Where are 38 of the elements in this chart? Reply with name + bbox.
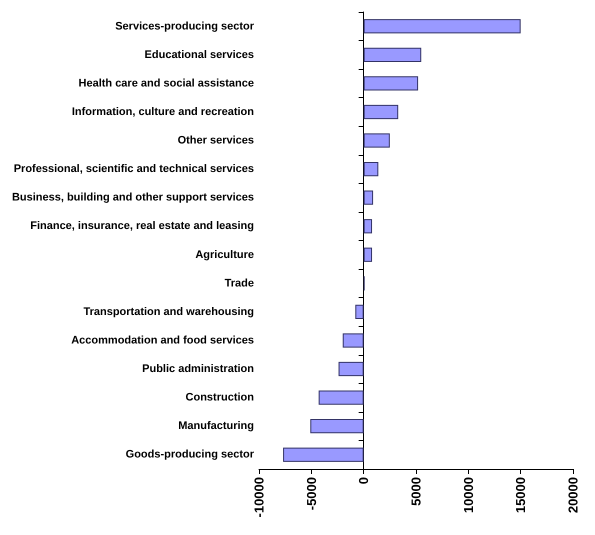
x-tick-label: 20000	[566, 477, 580, 514]
bar	[364, 19, 521, 34]
y-tick-label: Public administration	[142, 363, 254, 376]
x-tick-label: 5000	[408, 477, 424, 506]
y-tick-label: Finance, insurance, real estate and leasing	[30, 220, 254, 232]
bar	[364, 104, 398, 120]
bar	[355, 304, 364, 320]
y-tick-label: Trade	[224, 277, 254, 290]
x-tick-label: 10000	[460, 477, 476, 514]
bar	[310, 419, 364, 434]
y-tick-label: Health care and social assistance	[78, 77, 254, 90]
bar	[364, 219, 372, 234]
y-tick-label: Professional, scientific and technical services	[14, 163, 254, 176]
y-tick-label: Educational services	[144, 48, 254, 61]
y-tick-label: Transportation and warehousing	[83, 306, 254, 318]
bar	[342, 333, 364, 348]
y-tick-label: Other services	[178, 134, 254, 147]
bar	[318, 390, 364, 405]
x-tick-label: 0	[356, 477, 372, 484]
y-tick-label: Information, culture and recreation	[72, 106, 254, 118]
x-tick-label: -5000	[304, 477, 319, 510]
x-tick-label: -10000	[252, 477, 266, 518]
bar	[364, 248, 372, 262]
bar	[364, 48, 422, 62]
y-tick-label: Construction	[186, 392, 254, 404]
bar	[283, 448, 364, 462]
y-tick-label: Agriculture	[195, 248, 254, 261]
bar	[364, 162, 378, 176]
y-tick-label: Manufacturing	[178, 420, 254, 432]
x-tick-label: 15000	[513, 477, 528, 514]
y-tick-label: Business, building and other support services	[12, 192, 254, 204]
y-tick-label: Goods-producing sector	[126, 448, 255, 461]
y-tick-label: Accommodation and food services	[71, 334, 254, 346]
bar	[338, 362, 364, 376]
bar	[364, 190, 374, 205]
bar	[364, 76, 418, 91]
bar	[364, 133, 390, 148]
y-tick-label: Services-producing sector	[115, 20, 255, 32]
